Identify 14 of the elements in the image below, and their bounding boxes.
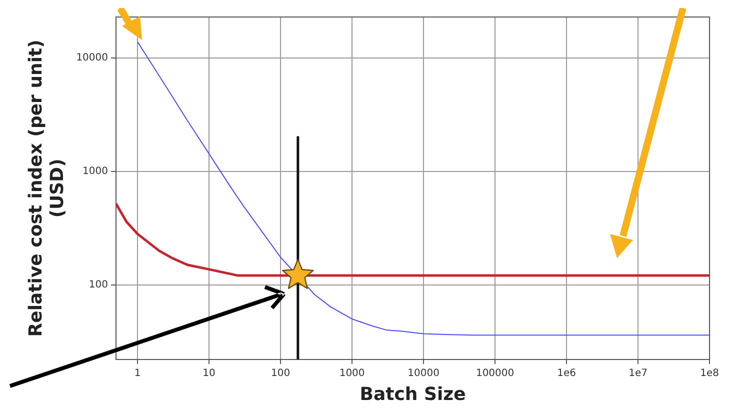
x-tick-label: 1000 [339, 368, 365, 379]
x-tick-label: 10 [202, 368, 216, 379]
x-tick-label: 1e6 [557, 368, 576, 379]
y-tick-label: 1000 [82, 166, 108, 178]
x-tick-label: 100 [270, 368, 290, 379]
y-axis-title: Relative cost index (per unit) (USD) [25, 40, 68, 337]
y-tick-label: 10000 [76, 52, 108, 64]
x-tick-label: 1 [134, 368, 141, 379]
x-axis-title: Batch Size [360, 384, 466, 405]
x-tick-label: 100000 [476, 368, 514, 379]
y-tick-label: 100 [88, 279, 108, 290]
x-tick-label: 1e7 [628, 368, 648, 379]
x-tick-label: 1e8 [700, 368, 720, 379]
x-tick-label: 10000 [408, 368, 440, 379]
